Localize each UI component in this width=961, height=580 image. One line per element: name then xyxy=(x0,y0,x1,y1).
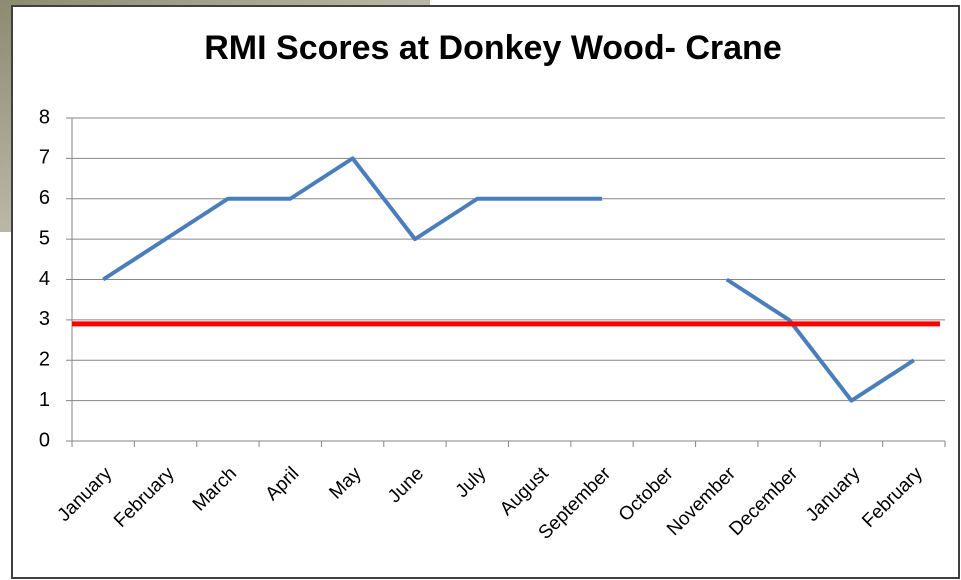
chart: RMI Scores at Donkey Wood- Crane 0 1 2 3 4 5 6… xyxy=(0,0,961,580)
page: RMI Scores at Donkey Wood- Crane 0 1 2 3 4 5 6… xyxy=(0,0,961,580)
y-tick-label: 5 xyxy=(39,227,50,249)
y-tick-label: 3 xyxy=(39,308,50,330)
y-tick-label: 4 xyxy=(39,268,50,290)
y-tick-label: 1 xyxy=(39,389,50,411)
y-tick-label: 8 xyxy=(39,106,50,128)
y-tick-label: 6 xyxy=(39,187,50,209)
y-tick-label: 0 xyxy=(39,429,50,451)
y-tick-label: 2 xyxy=(39,349,50,371)
y-tick-label: 7 xyxy=(39,147,50,169)
chart-title: RMI Scores at Donkey Wood- Crane xyxy=(204,29,782,67)
